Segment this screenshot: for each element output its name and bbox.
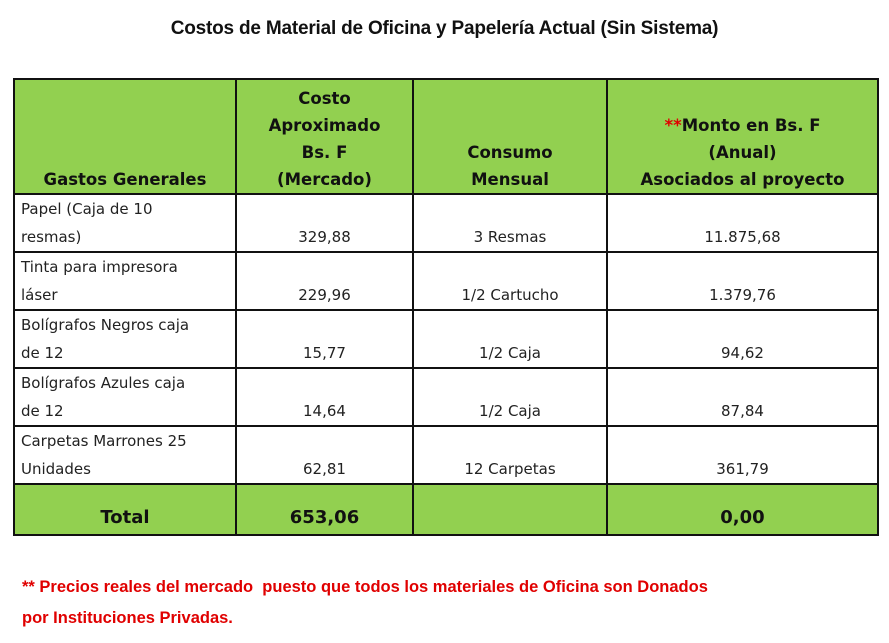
table-row: Bolígrafos Negros caja de 12 15,77 1/2 Ca… — [13, 309, 879, 369]
consumo-cell: 1/2 Cartucho — [412, 251, 608, 311]
monto-cell: 361,79 — [606, 425, 879, 485]
header-row: Gastos Generales Costo Aproximado Bs. F … — [13, 78, 879, 195]
header-consumo-mensual: Consumo Mensual — [412, 78, 608, 195]
item-cell: Tinta para impresora láser — [13, 251, 237, 311]
total-costo: 653,06 — [235, 483, 414, 536]
consumo-cell: 3 Resmas — [412, 193, 608, 253]
costo-cell: 62,81 — [235, 425, 414, 485]
item-cell: Bolígrafos Azules caja de 12 — [13, 367, 237, 427]
consumo-cell: 1/2 Caja — [412, 309, 608, 369]
header-gastos-generales: Gastos Generales — [13, 78, 237, 195]
table-row: Bolígrafos Azules caja de 12 14,64 1/2 Ca… — [13, 367, 879, 427]
total-monto: 0,00 — [606, 483, 879, 536]
costo-cell: 229,96 — [235, 251, 414, 311]
total-label: Total — [13, 483, 237, 536]
consumo-cell: 1/2 Caja — [412, 367, 608, 427]
footnote-line-1: ** Precios reales del mercado puesto que… — [22, 578, 708, 596]
costs-table: Gastos Generales Costo Aproximado Bs. F … — [13, 78, 879, 536]
monto-cell: 87,84 — [606, 367, 879, 427]
item-cell: Bolígrafos Negros caja de 12 — [13, 309, 237, 369]
footnote-line-2: por Instituciones Privadas. — [22, 609, 233, 627]
header-monto-anual: **Monto en Bs. F (Anual) Asociados al pr… — [606, 78, 879, 195]
item-cell: Carpetas Marrones 25 Unidades — [13, 425, 237, 485]
total-row: Total 653,06 0,00 — [13, 483, 879, 536]
table-row: Carpetas Marrones 25 Unidades 62,81 12 Ca… — [13, 425, 879, 485]
consumo-cell: 12 Carpetas — [412, 425, 608, 485]
monto-cell: 1.379,76 — [606, 251, 879, 311]
costo-cell: 14,64 — [235, 367, 414, 427]
monto-cell: 94,62 — [606, 309, 879, 369]
costo-cell: 15,77 — [235, 309, 414, 369]
item-cell: Papel (Caja de 10 resmas) — [13, 193, 237, 253]
footnote: ** Precios reales del mercado puesto que… — [22, 572, 882, 634]
table-row: Tinta para impresora láser 229,96 1/2 Car… — [13, 251, 879, 311]
page-title: Costos de Material de Oficina y Papelerí… — [170, 18, 719, 39]
header-costo-aproximado: Costo Aproximado Bs. F (Mercado) — [235, 78, 414, 195]
footnote-marker: ** — [664, 116, 682, 135]
table-row: Papel (Caja de 10 resmas) 329,88 3 Resmas… — [13, 193, 879, 253]
total-consumo — [412, 483, 608, 536]
costo-cell: 329,88 — [235, 193, 414, 253]
monto-cell: 11.875,68 — [606, 193, 879, 253]
